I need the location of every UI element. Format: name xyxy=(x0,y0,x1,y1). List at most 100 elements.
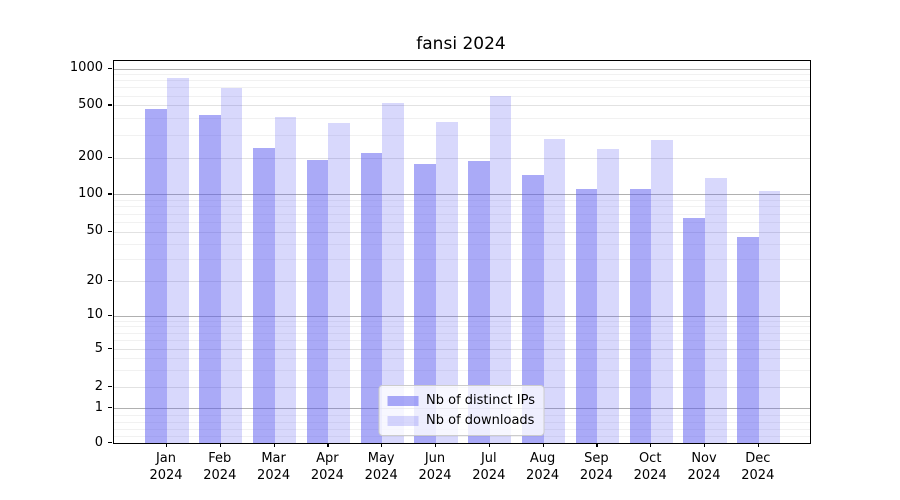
y-tick-label-5: 5 xyxy=(94,340,103,356)
x-tick-label-jul: Jul 2024 xyxy=(472,451,506,483)
bar-jun-distinct-ips xyxy=(414,164,436,443)
bar-mar-distinct-ips xyxy=(253,147,275,443)
gridline-y-3 xyxy=(113,370,810,372)
bar-jan-downloads xyxy=(167,78,189,443)
y-tick-mark xyxy=(108,314,112,316)
bar-oct-distinct-ips xyxy=(629,189,652,443)
bar-sep-downloads xyxy=(597,148,619,443)
legend-label-distinct-ips: Nb of distinct IPs xyxy=(426,393,535,408)
x-tick-label-feb: Feb 2024 xyxy=(203,451,237,483)
y-tick-label-200: 200 xyxy=(78,149,103,165)
bar-feb-downloads xyxy=(220,88,243,443)
bar-apr-downloads xyxy=(328,122,350,443)
legend: Nb of distinct IPs Nb of downloads xyxy=(378,385,545,436)
bar-aug-downloads xyxy=(543,138,566,443)
x-tick-label-jan: Jan 2024 xyxy=(149,451,183,483)
gridline-y-9 xyxy=(113,320,810,322)
gridline-y-700 xyxy=(113,87,810,89)
x-tick-mark xyxy=(704,443,706,448)
x-tick-mark xyxy=(542,443,544,448)
x-tick-mark xyxy=(327,443,329,448)
gridline-y-80 xyxy=(113,206,810,208)
gridline-y-0.2 xyxy=(113,436,810,437)
gridline-y-20 xyxy=(113,281,810,282)
gridline-y-500 xyxy=(113,105,810,107)
y-tick-mark xyxy=(108,280,112,282)
bar-oct-downloads xyxy=(651,139,673,443)
gridline-y-200 xyxy=(113,157,810,159)
bar-dec-downloads xyxy=(758,190,781,443)
x-tick-label-sep: Sep 2024 xyxy=(579,451,613,483)
bar-nov-downloads xyxy=(705,178,727,443)
bar-mar-downloads xyxy=(274,117,297,443)
gridline-y-600 xyxy=(113,95,810,97)
gridline-y-60 xyxy=(113,221,810,223)
bar-may-downloads xyxy=(382,103,404,443)
y-tick-mark xyxy=(108,193,112,195)
x-tick-label-nov: Nov 2024 xyxy=(687,451,721,483)
y-tick-label-10: 10 xyxy=(86,307,103,322)
y-tick-label-100: 100 xyxy=(78,185,103,201)
gridline-y-10 xyxy=(113,315,810,317)
y-tick-mark xyxy=(108,104,112,106)
y-tick-mark xyxy=(108,348,112,350)
x-tick-label-aug: Aug 2024 xyxy=(526,451,560,483)
bar-jul-distinct-ips xyxy=(468,161,490,443)
gridline-y-6 xyxy=(113,340,810,342)
bar-dec-distinct-ips xyxy=(737,237,759,443)
legend-entry-distinct-ips: Nb of distinct IPs xyxy=(387,393,535,408)
y-tick-mark xyxy=(108,230,112,232)
gridline-y-300 xyxy=(113,134,810,136)
gridline-y-400 xyxy=(113,118,810,120)
gridline-y-5 xyxy=(113,349,810,350)
bar-nov-distinct-ips xyxy=(683,218,705,443)
x-tick-label-apr: Apr 2024 xyxy=(310,451,344,483)
bar-apr-distinct-ips xyxy=(306,160,329,443)
y-tick-label-50: 50 xyxy=(86,223,103,239)
bar-feb-distinct-ips xyxy=(199,114,221,443)
gridline-y-900 xyxy=(113,74,810,76)
gridline-y-50 xyxy=(113,231,810,233)
x-tick-mark xyxy=(166,443,168,448)
legend-label-downloads: Nb of downloads xyxy=(426,413,535,428)
y-tick-label-20: 20 xyxy=(86,272,103,288)
y-tick-label-2: 2 xyxy=(94,378,103,394)
y-tick-mark xyxy=(108,156,112,158)
x-tick-mark xyxy=(219,443,222,448)
gridline-y-70 xyxy=(113,213,810,215)
x-tick-mark xyxy=(488,443,491,448)
gridline-y-7 xyxy=(113,332,810,334)
gridline-y-100 xyxy=(113,194,810,196)
gridline-y-8 xyxy=(113,326,810,328)
bar-jun-downloads xyxy=(436,121,458,443)
bar-sep-distinct-ips xyxy=(575,189,598,443)
x-tick-mark xyxy=(435,443,437,448)
legend-swatch-downloads xyxy=(387,415,419,426)
x-tick-label-mar: Mar 2024 xyxy=(257,451,291,483)
gridline-y-4 xyxy=(113,358,810,360)
plot-area: Nb of distinct IPs Nb of downloads xyxy=(112,60,811,444)
gridline-y-90 xyxy=(113,200,810,201)
bar-jan-distinct-ips xyxy=(145,108,167,443)
bar-may-distinct-ips xyxy=(360,152,383,443)
bar-aug-distinct-ips xyxy=(522,174,544,443)
y-tick-label-1: 1 xyxy=(94,399,103,415)
y-tick-label-1000: 1000 xyxy=(69,60,103,75)
gridline-y-1000 xyxy=(113,68,810,70)
x-tick-label-jun: Jun 2024 xyxy=(418,451,452,483)
y-tick-mark xyxy=(108,67,112,69)
gridline-y-30 xyxy=(113,259,810,261)
legend-swatch-distinct-ips xyxy=(387,395,419,406)
x-tick-mark xyxy=(381,443,383,448)
x-tick-mark xyxy=(596,443,598,448)
y-tick-mark xyxy=(108,386,112,388)
y-tick-mark xyxy=(108,442,112,444)
y-tick-label-500: 500 xyxy=(78,96,103,112)
x-tick-label-may: May 2024 xyxy=(364,451,398,483)
x-tick-label-dec: Dec 2024 xyxy=(741,451,775,483)
bar-jul-downloads xyxy=(489,96,512,443)
x-tick-mark xyxy=(757,443,760,448)
x-tick-mark xyxy=(273,443,275,448)
legend-entry-downloads: Nb of downloads xyxy=(387,413,535,428)
